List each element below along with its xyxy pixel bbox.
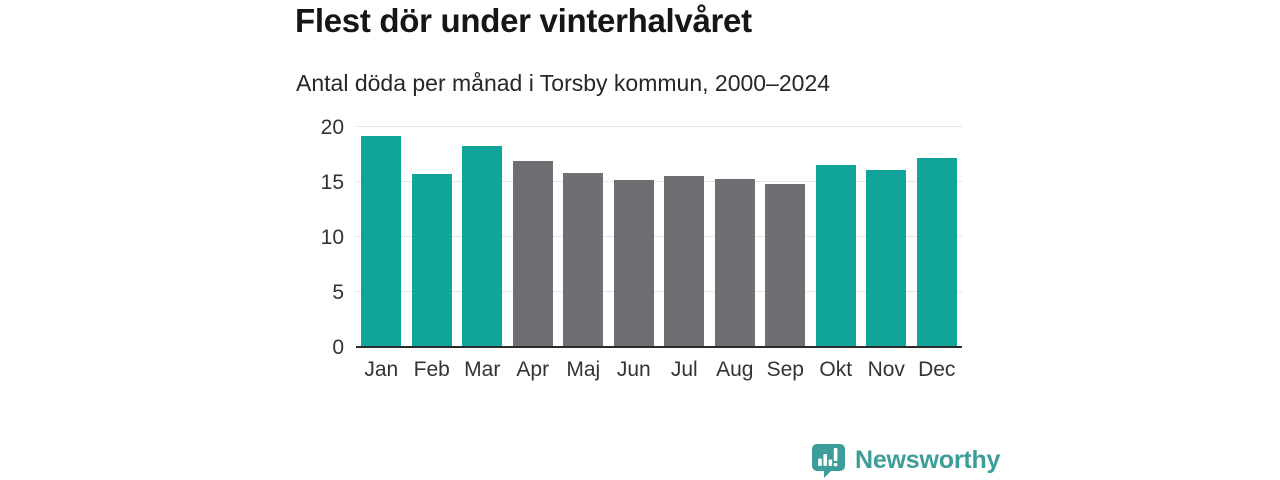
x-axis-label-feb: Feb xyxy=(413,358,450,381)
x-axis-label-maj: Maj xyxy=(566,358,601,381)
bar-feb xyxy=(411,174,452,346)
bar-aug xyxy=(714,178,755,346)
y-tick-label-10: 10 xyxy=(320,226,344,249)
bar-mar xyxy=(462,145,503,346)
chart-title: Flest dör under vinterhalvåret xyxy=(295,2,752,39)
bar-sep xyxy=(765,184,806,346)
gridline-y-20 xyxy=(356,126,962,127)
bar-jun xyxy=(613,179,654,346)
x-axis-label-dec: Dec xyxy=(918,358,956,381)
gridline-y-5 xyxy=(356,291,962,292)
bar-maj xyxy=(563,173,604,346)
x-axis-label-sep: Sep xyxy=(766,358,804,381)
bar-nov xyxy=(866,170,907,346)
x-axis-label-apr: Apr xyxy=(516,358,550,381)
y-tick-label-0: 0 xyxy=(332,336,344,359)
bar-dec xyxy=(916,157,957,346)
x-axis-label-okt: Okt xyxy=(819,358,853,381)
brand-logo: Newsworthy xyxy=(810,441,1000,479)
bar-okt xyxy=(815,164,856,346)
x-axis-label-mar: Mar xyxy=(464,358,501,381)
bar-jul xyxy=(664,175,705,346)
x-axis-label-jun: Jun xyxy=(616,358,651,381)
x-axis-label-nov: Nov xyxy=(867,358,905,381)
y-tick-label-15: 15 xyxy=(320,171,344,194)
newsworthy-logo-icon xyxy=(810,442,847,479)
x-axis-label-jan: Jan xyxy=(364,358,399,381)
gridline-y-15 xyxy=(356,181,962,182)
bar-jan xyxy=(361,135,402,346)
y-tick-label-5: 5 xyxy=(332,281,344,304)
chart-subtitle: Antal döda per månad i Torsby kommun, 20… xyxy=(296,70,831,96)
brand-name: Newsworthy xyxy=(855,445,1001,474)
x-axis-label-jul: Jul xyxy=(670,358,698,381)
gridline-y-10 xyxy=(356,236,962,237)
y-tick-label-20: 20 xyxy=(320,116,344,139)
plot-area xyxy=(356,126,962,348)
bar-apr xyxy=(512,161,553,346)
x-axis-label-aug: Aug xyxy=(716,358,754,381)
